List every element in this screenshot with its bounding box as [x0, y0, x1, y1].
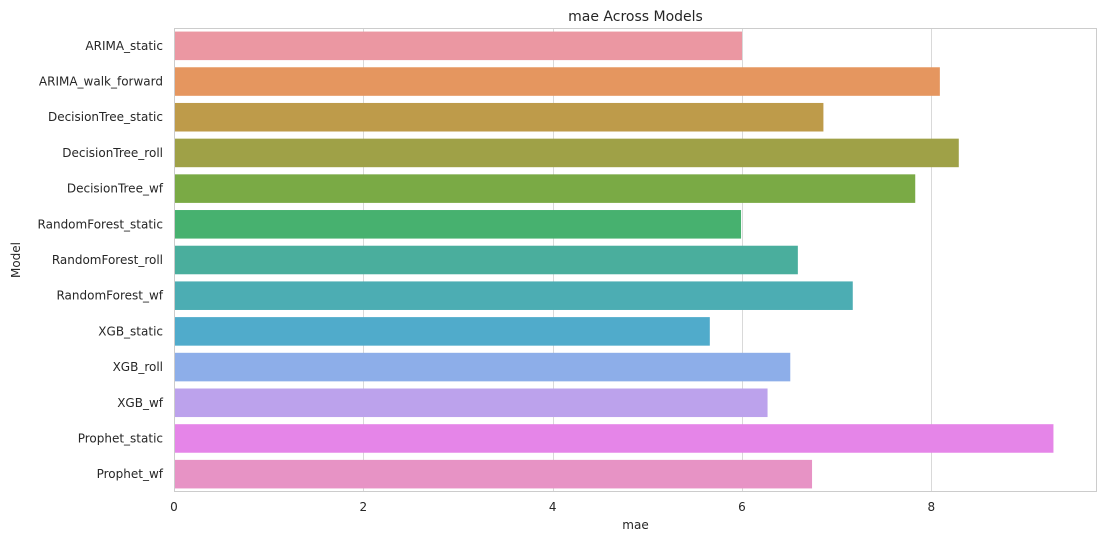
x-tick-label: 8 — [928, 500, 936, 514]
x-tick-label: 2 — [360, 500, 368, 514]
bar-decisiontree-wf — [174, 174, 916, 203]
x-tick-label: 0 — [170, 500, 178, 514]
y-tick-labels: ARIMA_static ARIMA_walk_forward DecisionTr… — [38, 39, 164, 481]
chart-title: mae Across Models — [568, 9, 703, 25]
y-tick-label: XGB_roll — [113, 360, 163, 374]
bar-randomforest-static — [174, 210, 742, 239]
x-axis-label: mae — [622, 518, 648, 532]
bars — [174, 31, 1054, 489]
y-tick-label: XGB_static — [98, 324, 163, 338]
y-tick-label: ARIMA_static — [85, 39, 163, 53]
bar-prophet-wf — [174, 459, 813, 489]
x-tick-label: 6 — [738, 500, 746, 514]
y-tick-label: DecisionTree_static — [48, 110, 163, 124]
bar-xgb-static — [174, 317, 710, 346]
y-tick-label: RandomForest_roll — [52, 253, 163, 267]
bar-decisiontree-static — [174, 102, 824, 132]
x-tick-label: 4 — [549, 500, 557, 514]
y-tick-label: ARIMA_walk_forward — [39, 75, 163, 89]
bar-xgb-roll — [174, 352, 791, 382]
y-axis-label: Model — [9, 242, 23, 278]
bar-randomforest-roll — [174, 245, 798, 275]
bar-arima-static — [174, 31, 742, 61]
bar-xgb-wf — [174, 388, 768, 418]
plot-frame — [174, 28, 1097, 492]
y-tick-label: Prophet_wf — [97, 467, 164, 481]
y-tick-label: DecisionTree_roll — [62, 146, 163, 160]
bar-randomforest-wf — [174, 281, 853, 310]
bar-decisiontree-roll — [174, 138, 959, 168]
y-tick-label: XGB_wf — [117, 396, 164, 410]
bar-prophet-static — [174, 424, 1054, 453]
y-tick-label: RandomForest_static — [38, 217, 163, 231]
y-tick-label: DecisionTree_wf — [67, 182, 164, 196]
y-tick-label: RandomForest_wf — [56, 289, 163, 303]
x-tick-labels: 0 2 4 6 8 — [170, 500, 935, 514]
bar-arima-walk-forward — [174, 67, 940, 96]
y-tick-label: Prophet_static — [78, 431, 163, 445]
